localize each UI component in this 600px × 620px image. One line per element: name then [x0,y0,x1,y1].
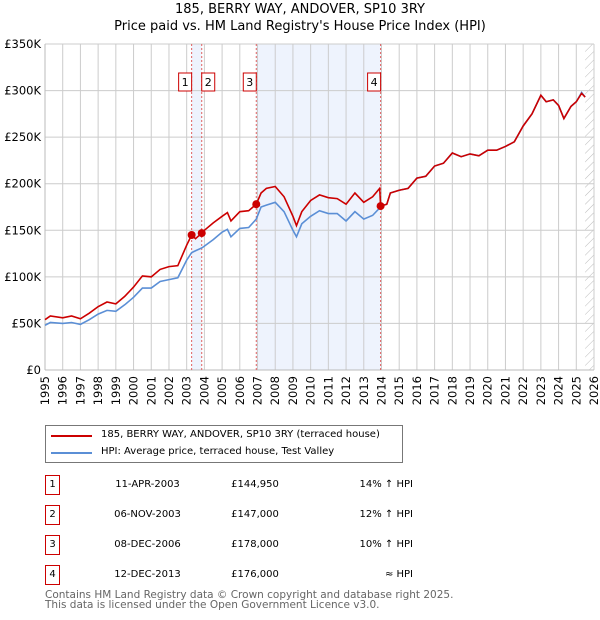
legend-swatch-red [51,435,92,437]
transaction-row: 1 11-APR-2003 £144,950 14% ↑ HPI [45,475,425,495]
y-tick-label: £200K [4,177,41,191]
shaded-period [256,44,381,370]
sale-point [376,202,385,211]
y-tick-label: £250K [4,130,41,144]
transaction-row: 4 12-DEC-2013 £176,000 ≈ HPI [45,565,425,585]
x-tick-label: 2018 [445,376,459,405]
legend-label: HPI: Average price, terraced house, Test… [101,446,335,457]
price-chart: £0 £50K £100K £150K £200K £250K £300K £350K 1995… [4,37,600,405]
x-tick-label: 2009 [286,376,300,405]
chart-subtitle: Price paid vs. HM Land Registry's House … [114,19,486,34]
x-tick-label: 2005 [215,376,229,405]
x-tick-label: 2003 [180,376,194,405]
x-tick-label: 2021 [498,376,512,405]
sale-number-label: 1 [182,76,189,89]
x-tick-label: 2011 [321,376,335,405]
transaction-date: 12-DEC-2013 [114,569,181,580]
sale-point [187,230,196,239]
footer-line-1: Contains HM Land Registry data © Crown c… [45,589,454,601]
sale-number-box [367,72,382,92]
transaction-row: 3 08-DEC-2006 £178,000 10% ↑ HPI [45,535,425,555]
sale-number-label: 2 [205,76,212,89]
x-tick-label: 2016 [410,376,424,405]
x-tick-label: 1998 [91,376,105,405]
footer-line-2: This data is licensed under the Open Gov… [45,599,380,611]
legend: 185, BERRY WAY, ANDOVER, SP10 3RY (terra… [45,425,403,463]
sale-point [252,200,261,209]
transaction-number-badge: 1 [45,475,60,495]
y-tick-label: £350K [4,37,41,51]
x-tick-label: 2026 [587,376,600,405]
x-tick-label: 2025 [569,376,583,405]
x-tick-label: 2015 [392,376,406,405]
transaction-date: 08-DEC-2006 [114,539,181,550]
footer: Contains HM Land Registry data © Crown c… [45,589,454,611]
x-tick-label: 2024 [552,376,566,405]
x-tick-label: 1999 [109,376,123,405]
sale-point [197,229,206,238]
x-tick-label: 2000 [127,376,141,405]
x-tick-label: 2014 [374,376,388,405]
x-tick-label: 1997 [73,376,87,405]
y-tick-label: £100K [4,270,41,284]
transaction-number-badge: 2 [45,505,60,525]
transaction-price: £147,000 [231,509,279,520]
legend-label: 185, BERRY WAY, ANDOVER, SP10 3RY (terra… [101,429,380,440]
legend-swatch-blue [51,452,92,454]
x-tick-label: 2006 [233,376,247,405]
x-tick-label: 2019 [463,376,477,405]
transaction-row: 2 06-NOV-2003 £147,000 12% ↑ HPI [45,505,425,525]
y-tick-label: £50K [12,316,42,330]
transaction-hpi-compare: 14% ↑ HPI [359,479,413,490]
x-tick-label: 2004 [197,376,211,405]
forecast-hatch [585,44,594,370]
x-tick-label: 2013 [357,376,371,405]
transaction-hpi-compare: 12% ↑ HPI [359,509,413,520]
transaction-date: 06-NOV-2003 [114,509,181,520]
transaction-price: £178,000 [231,539,279,550]
x-tick-label: 2022 [516,376,530,405]
y-tick-label: £150K [4,223,41,237]
transaction-price: £176,000 [231,569,279,580]
y-tick-label: £300K [4,84,41,98]
y-tick-label: £0 [26,363,41,377]
x-tick-label: 2008 [268,376,282,405]
x-tick-label: 1995 [38,376,52,405]
sale-number-label: 3 [246,76,253,89]
sale-number-box [242,72,257,92]
sale-number-box [178,72,193,92]
x-tick-label: 2001 [144,376,158,405]
sale-number-label: 4 [371,76,378,89]
x-tick-label: 2020 [481,376,495,405]
transaction-date: 11-APR-2003 [115,479,180,490]
x-tick-label: 2012 [339,376,353,405]
price-paid-line [44,92,586,321]
x-tick-label: 2017 [428,376,442,405]
transaction-number-badge: 3 [45,535,60,555]
transaction-hpi-compare: 10% ↑ HPI [359,539,413,550]
x-tick-label: 1996 [56,376,70,405]
x-tick-label: 2010 [304,376,318,405]
transaction-number-badge: 4 [45,565,60,585]
transaction-hpi-compare: ≈ HPI [384,569,413,580]
x-tick-label: 2023 [534,376,548,405]
x-tick-label: 2002 [162,376,176,405]
shaded-period [191,44,202,370]
chart-title: 185, BERRY WAY, ANDOVER, SP10 3RY [175,2,425,17]
transaction-price: £144,950 [231,479,279,490]
sale-number-box [201,72,216,92]
x-tick-label: 2007 [251,376,265,405]
